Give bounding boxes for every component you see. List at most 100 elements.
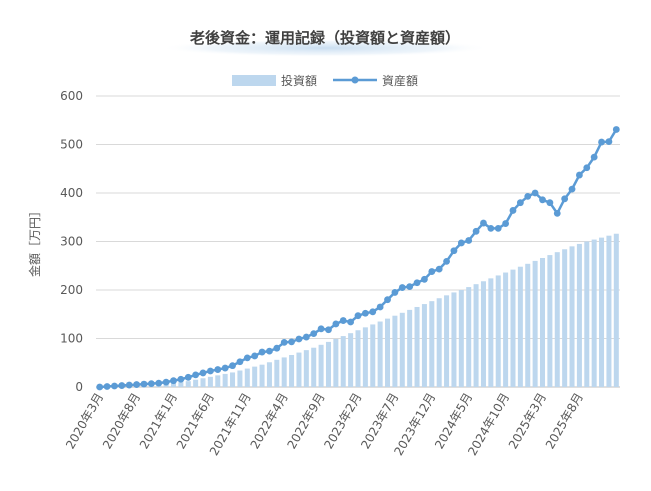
assets-point xyxy=(111,382,118,390)
x-tick-label: 2023年7月 xyxy=(358,391,401,452)
bar-investment xyxy=(436,298,442,387)
assets-point xyxy=(421,275,428,283)
bar-investment xyxy=(222,373,228,387)
assets-point xyxy=(457,239,465,247)
assets-point xyxy=(147,380,155,388)
assets-point xyxy=(524,192,532,200)
bar-investment xyxy=(488,278,494,387)
assets-point xyxy=(406,283,414,291)
assets-point xyxy=(398,284,406,291)
bar-investment xyxy=(576,243,582,387)
bar-investment xyxy=(444,295,450,387)
bar-investment xyxy=(458,290,464,387)
assets-point xyxy=(553,209,561,217)
bar-investment xyxy=(569,246,575,387)
x-tick-label: 2020年8月 xyxy=(100,391,143,452)
assets-point xyxy=(472,227,480,235)
x-tick-label: 2022年4月 xyxy=(248,391,291,452)
bar-investment xyxy=(392,315,398,387)
bar-investment xyxy=(207,376,213,387)
assets-point xyxy=(295,335,303,343)
bar-investment xyxy=(333,338,339,387)
assets-point xyxy=(125,381,133,389)
assets-point xyxy=(376,303,384,311)
bar-investment xyxy=(215,375,221,387)
assets-point xyxy=(155,379,163,387)
x-tick-label: 2025年3月 xyxy=(506,391,549,452)
y-tick-label: 400 xyxy=(60,186,83,200)
bar-investment xyxy=(252,366,258,387)
assets-point xyxy=(280,338,288,346)
bar-investment xyxy=(429,301,435,387)
bar-investment xyxy=(355,330,361,387)
y-tick-label: 100 xyxy=(60,332,83,346)
assets-point xyxy=(605,138,613,145)
assets-point xyxy=(214,366,222,373)
assets-point xyxy=(428,268,436,275)
assets-point xyxy=(162,378,170,386)
bar-investment xyxy=(466,287,472,387)
assets-point xyxy=(140,380,148,388)
assets-point xyxy=(332,320,340,328)
bar-investment xyxy=(185,381,191,387)
assets-point xyxy=(494,225,502,232)
assets-point xyxy=(413,279,421,287)
legend-label-assets: 資産額 xyxy=(382,73,418,88)
assets-point xyxy=(612,126,620,133)
assets-point xyxy=(384,296,391,304)
bar-investment xyxy=(532,260,538,387)
y-axis-title: 金額［万円］ xyxy=(27,205,42,277)
y-tick-label: 300 xyxy=(60,235,83,249)
bar-investment xyxy=(178,382,184,387)
y-tick-label: 0 xyxy=(75,380,83,394)
assets-point xyxy=(266,347,273,355)
bar-investment xyxy=(170,383,177,387)
assets-point xyxy=(199,369,207,377)
bar-investment xyxy=(370,324,376,387)
bar-investment xyxy=(362,327,368,387)
bar-investment xyxy=(244,368,250,387)
bar-investment xyxy=(318,344,324,387)
bar-investment xyxy=(451,292,457,387)
bar-investment xyxy=(606,235,612,387)
y-tick-label: 200 xyxy=(60,283,83,297)
bar-investment xyxy=(562,249,568,387)
bar-investment xyxy=(266,362,272,387)
assets-point xyxy=(133,381,140,388)
bar-investment xyxy=(237,370,243,387)
assets-point xyxy=(531,189,539,197)
assets-point xyxy=(546,199,554,207)
assets-point xyxy=(170,377,177,385)
bar-investment xyxy=(303,350,309,387)
x-tick-label: 2025年8月 xyxy=(543,391,586,452)
legend-swatch-investment xyxy=(232,75,276,86)
assets-point xyxy=(96,383,104,391)
bar-investment xyxy=(325,341,331,387)
title-glow xyxy=(160,39,490,57)
x-tick-label: 2021年6月 xyxy=(174,391,217,452)
assets-point xyxy=(310,330,318,338)
x-tick-label: 2024年5月 xyxy=(432,391,475,452)
x-tick-label: 2020年3月 xyxy=(63,391,106,452)
assets-point xyxy=(480,219,487,227)
bar-investment xyxy=(613,233,619,387)
assets-point xyxy=(288,338,295,346)
assets-point xyxy=(258,348,266,356)
bar-series-investment xyxy=(119,233,619,387)
assets-point xyxy=(273,344,281,352)
bar-investment xyxy=(200,378,206,387)
bar-investment xyxy=(385,318,391,387)
bar-investment xyxy=(547,255,553,387)
bar-investment xyxy=(510,269,516,387)
assets-point xyxy=(598,138,605,146)
x-tick-label: 2021年1月 xyxy=(137,391,180,452)
assets-point xyxy=(325,326,332,334)
bar-investment xyxy=(473,284,479,387)
assets-point xyxy=(229,362,236,370)
assets-point xyxy=(576,171,583,179)
assets-point xyxy=(192,371,200,379)
bar-investment xyxy=(539,257,546,387)
bar-investment xyxy=(421,304,427,387)
